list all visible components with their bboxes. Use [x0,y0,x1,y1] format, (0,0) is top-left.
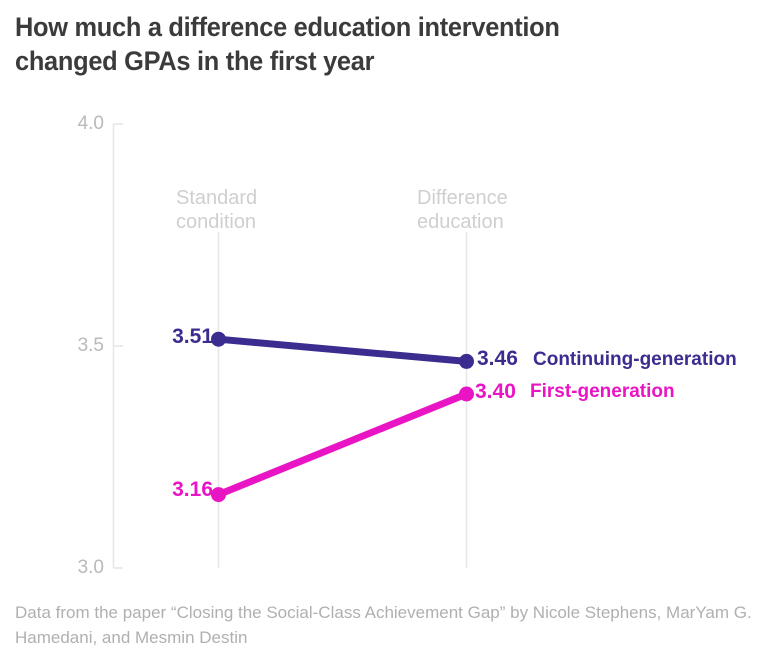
category-header-difference-education: Difference education [417,186,508,234]
data-point-continuing-generation-difference [459,353,474,369]
series-line-continuing-generation [215,335,470,365]
series-legend-continuing-generation: Continuing-generation [533,349,737,370]
series-line-first-generation [215,390,470,499]
y-tick-label-3-0: 3.0 [77,557,104,578]
page-title-line-2: changed GPAs in the first year [15,46,375,76]
chart-canvas [112,123,474,569]
value-label-continuing-generation-difference: 3.46 [477,347,518,370]
category-header-standard-condition-line-2: condition [176,211,257,233]
y-axis-tick-labels: 4.0 3.5 3.0 [0,0,104,600]
value-label-first-generation-difference: 3.40 [475,380,516,403]
y-tick-label-4-0: 4.0 [77,113,104,134]
category-header-difference-education-line-1: Difference [417,187,508,209]
data-point-continuing-generation-standard [211,331,226,347]
data-point-first-generation-difference [459,386,474,402]
category-header-standard-condition: Standard condition [176,186,257,234]
series-legend-first-generation: First-generation [530,381,675,402]
value-label-first-generation-standard: 3.16 [172,478,213,501]
source-note: Data from the paper “Closing the Social-… [15,603,752,647]
page-title-line-1: How much a difference education interven… [15,12,560,42]
y-tick-label-3-5: 3.5 [77,335,104,356]
data-point-first-generation-standard [211,487,226,503]
page-title: How much a difference education interven… [15,10,673,78]
value-label-continuing-generation-standard: 3.51 [172,325,213,348]
category-header-standard-condition-line-1: Standard [176,187,258,209]
slope-chart: 4.0 3.5 3.0 Standard condition Differenc… [0,0,737,600]
category-header-difference-education-line-2: education [417,211,504,233]
